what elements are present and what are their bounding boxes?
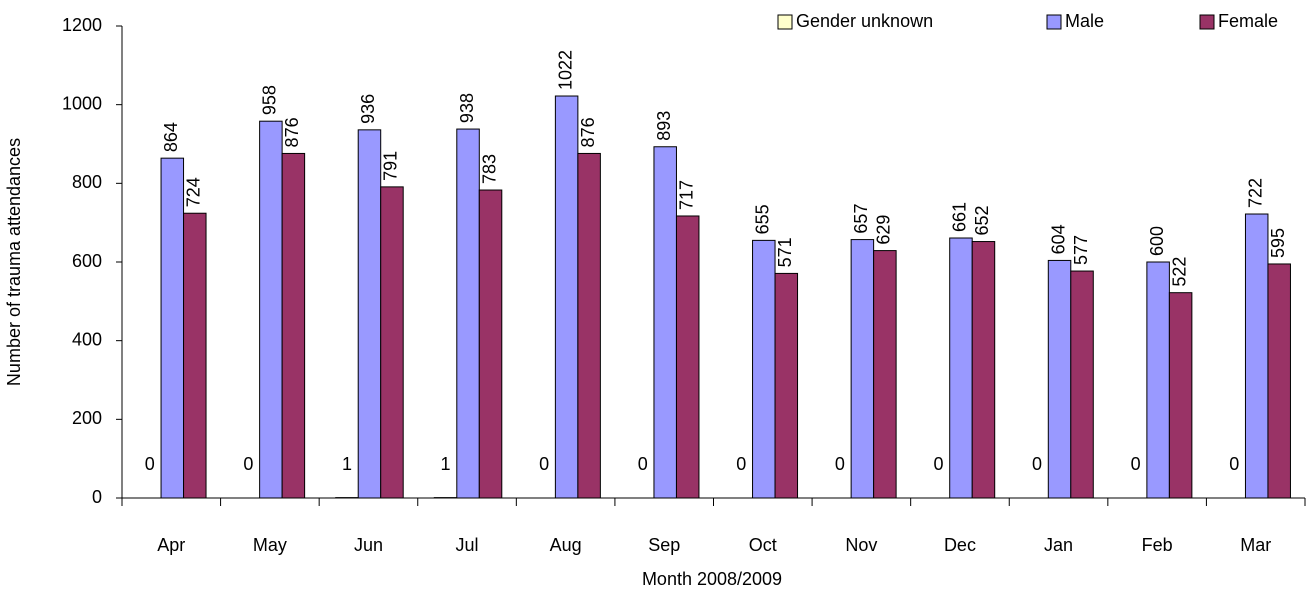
legend-swatch: [777, 14, 793, 30]
data-label: 722: [1245, 178, 1265, 208]
x-tick-label: Apr: [157, 535, 185, 555]
data-label: 876: [282, 117, 302, 147]
data-label: 783: [479, 154, 499, 184]
y-tick-label: 1000: [62, 93, 102, 113]
y-axis-title: Number of trauma attendances: [4, 138, 24, 386]
x-tick-label: Nov: [845, 535, 877, 555]
x-tick-label: Sep: [648, 535, 680, 555]
data-label: 864: [161, 122, 181, 152]
bar: [752, 239, 776, 499]
data-label: 652: [972, 205, 992, 235]
legend-label: Gender unknown: [796, 11, 933, 31]
data-label: 0: [638, 454, 648, 474]
bar: [259, 120, 283, 499]
bar: [1047, 259, 1072, 499]
bar: [160, 157, 185, 499]
y-tick-label: 800: [72, 172, 102, 192]
data-label: 657: [851, 204, 871, 234]
data-label: 893: [654, 111, 674, 141]
y-tick-label: 0: [92, 487, 102, 507]
data-label: 661: [950, 202, 970, 232]
y-tick-label: 1200: [62, 15, 102, 35]
data-label: 0: [539, 454, 549, 474]
bar: [281, 152, 306, 499]
data-label: 571: [775, 237, 795, 267]
x-tick-label: Jun: [354, 535, 383, 555]
data-label: 876: [578, 117, 598, 147]
data-label: 0: [933, 454, 943, 474]
x-tick-label: Aug: [550, 535, 582, 555]
x-tick-label: Oct: [749, 535, 777, 555]
data-label: 604: [1048, 224, 1068, 254]
data-label: 600: [1147, 226, 1167, 256]
y-tick-label: 200: [72, 408, 102, 428]
data-label: 655: [753, 204, 773, 234]
data-label: 629: [874, 215, 894, 245]
bar: [774, 272, 799, 499]
bar: [675, 215, 700, 499]
legend-label: Male: [1065, 11, 1104, 31]
bar: [1146, 261, 1170, 499]
data-label: 595: [1268, 228, 1288, 258]
bar: [971, 241, 996, 499]
data-label: 791: [381, 151, 401, 181]
bar: [380, 186, 404, 499]
data-label: 938: [457, 93, 477, 123]
data-label: 0: [1131, 454, 1141, 474]
bar: [873, 250, 897, 499]
x-axis-title: Month 2008/2009: [642, 569, 782, 589]
y-tick-label: 400: [72, 329, 102, 349]
x-tick-label: Dec: [944, 535, 976, 555]
bar: [183, 212, 207, 499]
bar: [554, 95, 579, 499]
data-label: 724: [184, 177, 204, 207]
data-label: 717: [676, 180, 696, 210]
data-label: 1022: [555, 50, 575, 90]
bar: [478, 189, 503, 499]
data-label: 0: [736, 454, 746, 474]
data-label: 0: [1229, 454, 1239, 474]
data-label: 0: [243, 454, 253, 474]
bar: [1070, 270, 1094, 499]
x-tick-label: Jan: [1044, 535, 1073, 555]
data-label: 958: [260, 85, 280, 115]
bar: [577, 152, 601, 499]
bar: [1267, 263, 1291, 499]
x-tick-label: Mar: [1240, 535, 1271, 555]
data-label: 1: [441, 454, 451, 474]
data-label: 1: [342, 454, 352, 474]
data-label: 0: [1032, 454, 1042, 474]
bar: [456, 128, 480, 499]
data-label: 577: [1071, 235, 1091, 265]
bar: [1244, 213, 1269, 499]
x-tick-label: Feb: [1142, 535, 1173, 555]
data-label: 0: [145, 454, 155, 474]
bar: [850, 239, 875, 499]
data-label: 936: [358, 94, 378, 124]
x-tick-label: Jul: [456, 535, 479, 555]
x-tick-label: May: [253, 535, 287, 555]
data-label: 522: [1169, 257, 1189, 287]
y-tick-label: 600: [72, 251, 102, 271]
bar: [653, 146, 677, 499]
legend-swatch: [1046, 14, 1062, 30]
legend-swatch: [1199, 14, 1215, 30]
bar: [949, 237, 973, 499]
data-label: 0: [835, 454, 845, 474]
bar: [1168, 292, 1193, 499]
legend-label: Female: [1218, 11, 1278, 31]
bar: [357, 129, 382, 499]
